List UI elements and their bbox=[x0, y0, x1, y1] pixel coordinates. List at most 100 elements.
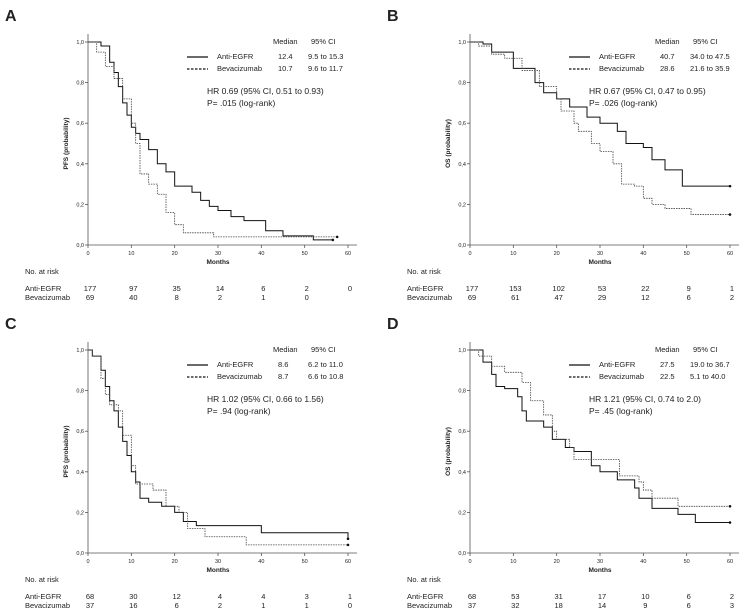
y-tick-label: 1,0 bbox=[76, 40, 84, 46]
x-tick-label: 10 bbox=[510, 559, 516, 565]
x-tick-label: 40 bbox=[258, 559, 264, 565]
legend-median-value: 22.5 bbox=[660, 372, 675, 381]
at-risk-count: 69 bbox=[468, 293, 476, 302]
x-tick-label: 40 bbox=[640, 251, 646, 257]
at-risk-count: 1 bbox=[348, 592, 352, 601]
y-tick-label: 0,4 bbox=[458, 162, 466, 168]
censor-mark bbox=[728, 184, 732, 188]
hazard-ratio-text: HR 1.21 (95% CI, 0.74 to 2.0) bbox=[589, 394, 701, 404]
y-tick-label: 0,0 bbox=[76, 243, 84, 249]
at-risk-count: 2 bbox=[218, 601, 222, 610]
legend-header-median: Median bbox=[273, 37, 298, 46]
at-risk-count: 97 bbox=[129, 284, 137, 293]
x-tick-label: 30 bbox=[215, 559, 221, 565]
at-risk-count: 14 bbox=[216, 284, 224, 293]
y-tick-label: 0,4 bbox=[458, 470, 466, 476]
y-tick-label: 0,0 bbox=[458, 551, 466, 557]
at-risk-count: 3 bbox=[305, 592, 309, 601]
no-at-risk-label: No. at risk bbox=[25, 267, 59, 276]
at-risk-count: 68 bbox=[468, 592, 476, 601]
at-risk-count: 9 bbox=[687, 284, 691, 293]
censor-mark bbox=[728, 521, 732, 524]
at-risk-count: 0 bbox=[305, 293, 309, 302]
y-axis-label: OS (probability) bbox=[445, 427, 452, 476]
x-tick-label: 60 bbox=[727, 251, 733, 257]
at-risk-count: 6 bbox=[261, 284, 265, 293]
y-tick-label: 0,6 bbox=[76, 429, 84, 435]
at-risk-count: 17 bbox=[598, 592, 606, 601]
at-risk-count: 40 bbox=[129, 293, 137, 302]
y-axis-label: PFS (probability) bbox=[63, 426, 70, 478]
x-tick-label: 50 bbox=[684, 559, 690, 565]
km-curve-bevacizumab bbox=[470, 41, 730, 215]
legend-median-value: 12.4 bbox=[278, 52, 293, 61]
at-risk-count: 61 bbox=[511, 293, 519, 302]
legend-header-ci: 95% CI bbox=[311, 345, 336, 354]
hazard-ratio-text: HR 0.69 (95% CI, 0.51 to 0.93) bbox=[207, 86, 324, 96]
at-risk-count: 3 bbox=[730, 601, 734, 610]
hazard-ratio-text: HR 1.02 (95% CI, 0.66 to 1.56) bbox=[207, 394, 324, 404]
legend-median-value: 40.7 bbox=[660, 52, 675, 61]
x-tick-label: 50 bbox=[302, 559, 308, 565]
at-risk-count: 0 bbox=[348, 284, 352, 293]
at-risk-count: 37 bbox=[86, 601, 94, 610]
at-risk-row-label: Bevacizumab bbox=[407, 293, 452, 302]
x-tick-label: 40 bbox=[640, 559, 646, 565]
at-risk-row-label: Anti-EGFR bbox=[25, 592, 62, 601]
legend-ci-value: 19.0 to 36.7 bbox=[690, 360, 730, 369]
legend-median-value: 27.5 bbox=[660, 360, 675, 369]
no-at-risk-label: No. at risk bbox=[25, 575, 59, 584]
x-tick-label: 10 bbox=[128, 559, 134, 565]
legend-header-median: Median bbox=[655, 37, 680, 46]
x-tick-label: 20 bbox=[554, 559, 560, 565]
at-risk-row-label: Bevacizumab bbox=[25, 293, 70, 302]
y-tick-label: 0,8 bbox=[458, 81, 466, 87]
x-tick-label: 20 bbox=[554, 251, 560, 257]
at-risk-count: 32 bbox=[511, 601, 519, 610]
at-risk-row-label: Anti-EGFR bbox=[407, 592, 444, 601]
y-tick-label: 0,8 bbox=[458, 389, 466, 395]
x-axis-label: Months bbox=[588, 567, 611, 574]
x-tick-label: 0 bbox=[468, 559, 471, 565]
at-risk-count: 9 bbox=[643, 601, 647, 610]
at-risk-count: 177 bbox=[466, 284, 479, 293]
legend-header-median: Median bbox=[273, 345, 298, 354]
x-tick-label: 50 bbox=[302, 251, 308, 257]
y-tick-label: 0,6 bbox=[76, 121, 84, 127]
hazard-ratio-text: HR 0.67 (95% CI, 0.47 to 0.95) bbox=[589, 86, 706, 96]
x-tick-label: 0 bbox=[468, 251, 471, 257]
at-risk-row-label: Bevacizumab bbox=[407, 601, 452, 610]
y-tick-label: 0,8 bbox=[76, 81, 84, 87]
y-tick-label: 0,8 bbox=[76, 389, 84, 395]
at-risk-count: 14 bbox=[598, 601, 606, 610]
legend-header-median: Median bbox=[655, 345, 680, 354]
at-risk-count: 53 bbox=[598, 284, 606, 293]
x-tick-label: 30 bbox=[597, 251, 603, 257]
y-tick-label: 0,6 bbox=[458, 429, 466, 435]
km-chart-c: C0,00,20,40,60,81,00 10 20 30 40 50 60MonthsPF… bbox=[5, 316, 357, 610]
censor-mark bbox=[728, 505, 732, 508]
legend-series-name: Bevacizumab bbox=[599, 64, 644, 73]
at-risk-count: 8 bbox=[175, 293, 179, 302]
p-value-text: P= .015 (log-rank) bbox=[207, 98, 275, 108]
x-tick-label: 10 bbox=[510, 251, 516, 257]
legend-series-name: Anti-EGFR bbox=[599, 52, 636, 61]
legend-header-ci: 95% CI bbox=[311, 37, 336, 46]
legend-ci-value: 6.2 to 11.0 bbox=[308, 360, 343, 369]
y-tick-label: 1,0 bbox=[76, 348, 84, 354]
censor-mark bbox=[335, 235, 339, 239]
x-tick-label: 60 bbox=[345, 559, 351, 565]
y-tick-label: 0,2 bbox=[458, 202, 466, 208]
p-value-text: P= .45 (log-rank) bbox=[589, 406, 653, 416]
x-axis-label: Months bbox=[206, 259, 229, 266]
at-risk-count: 12 bbox=[172, 592, 180, 601]
at-risk-count: 22 bbox=[641, 284, 649, 293]
at-risk-count: 1 bbox=[261, 293, 265, 302]
at-risk-count: 68 bbox=[86, 592, 94, 601]
x-axis-label: Months bbox=[206, 567, 229, 574]
panel-c: C 0,0 0,2 0,4 0,6 0,8 1,0 0 10 20 30 40 50 60 Months PF… bbox=[0, 308, 370, 616]
km-chart-d: D 0,0 0,2 0,4 0,6 0,8 1,0 0 10 20 30 40 50 60 Months OS… bbox=[387, 316, 739, 610]
at-risk-count: 2 bbox=[730, 293, 734, 302]
legend-median-value: 8.7 bbox=[278, 372, 288, 381]
at-risk-count: 4 bbox=[218, 592, 222, 601]
